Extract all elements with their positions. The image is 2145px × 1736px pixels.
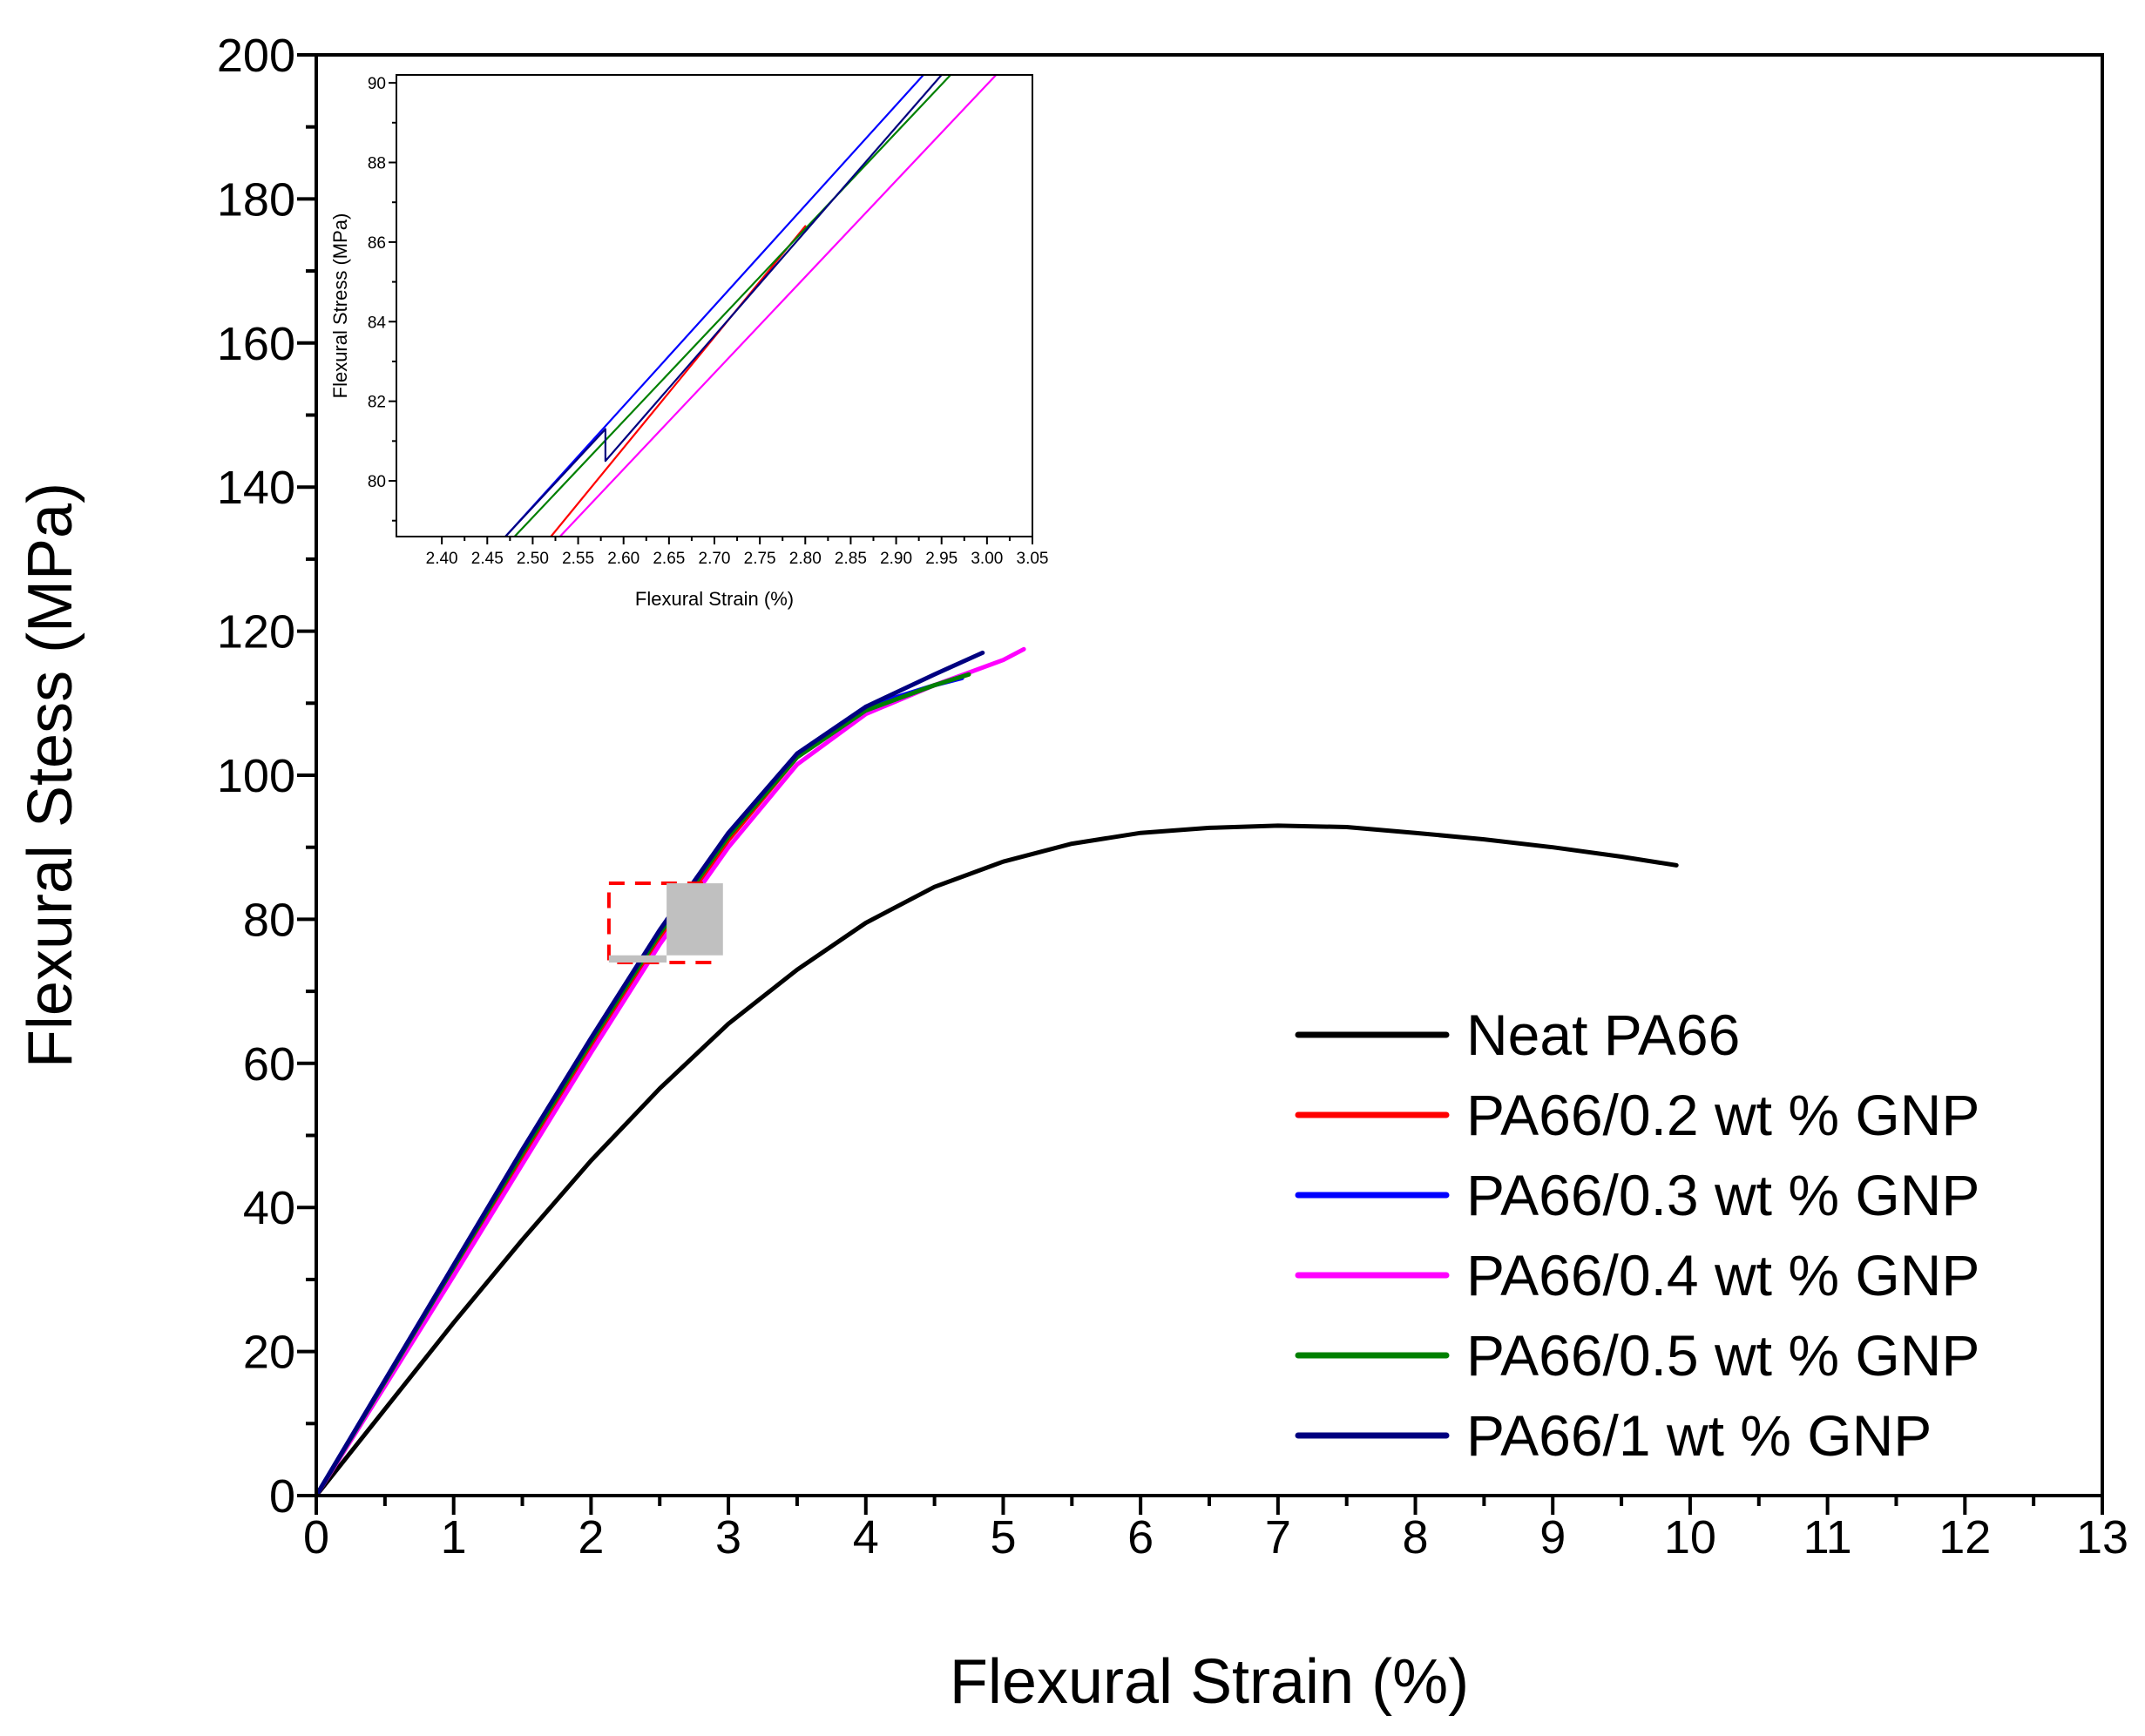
legend-label-pa66-1-wt-gnp: PA66/1 wt % GNP: [1466, 1403, 1932, 1468]
inset-y-tick-label: 84: [368, 314, 387, 332]
main-series-line-neat-pa66: [316, 823, 1679, 1496]
main-x-tick-label: 0: [303, 1511, 329, 1564]
inset-x-tick-label: 3.05: [1017, 550, 1049, 568]
inset-x-tick-label: 2.70: [699, 550, 731, 568]
zoom-region-annotations: [606, 882, 723, 965]
inset-x-tick-label: 2.55: [562, 550, 594, 568]
inset-x-tick-label: 2.80: [789, 550, 822, 568]
main-x-tick-label: 9: [1539, 1511, 1566, 1564]
inset-series-line-pa66-0-5-wt-gnp: [513, 75, 952, 537]
inset-y-tick-label: 80: [368, 473, 386, 491]
main-x-tick-label: 7: [1265, 1511, 1291, 1564]
main-y-tick-label: 160: [217, 318, 295, 370]
main-y-tick-label: 0: [269, 1470, 295, 1523]
main-x-tick-label: 11: [1803, 1511, 1852, 1564]
main-y-axis-ticks: 0 20 40 60 80 100 120 140 160 180 200: [217, 30, 316, 1523]
main-x-tick-label: 1: [441, 1511, 467, 1564]
main-x-tick-label: 8: [1403, 1511, 1429, 1564]
inset-series-line-pa66-1-wt-gnp: [504, 75, 943, 537]
legend: Neat PA66 PA66/0.2 wt % GNP PA66/0.3 wt % …: [1295, 1003, 1979, 1468]
main-series-group: [316, 646, 1679, 1496]
zoom-region-shaded-box: [667, 883, 723, 956]
inset-x-tick-label: 2.40: [426, 550, 458, 568]
main-y-tick-label: 20: [243, 1327, 295, 1379]
main-y-tick-label: 100: [217, 750, 295, 802]
main-x-tick-label: 4: [853, 1511, 879, 1564]
legend-label-pa66-0-4-wt-gnp: PA66/0.4 wt % GNP: [1466, 1243, 1979, 1307]
inset-y-axis-title: Flexural Stress (MPa): [329, 213, 351, 399]
main-x-axis-ticks: 0 1 2 3 4 5 6 7 8 9 10 11 12 13: [303, 1496, 2128, 1564]
main-x-tick-label: 3: [715, 1511, 741, 1564]
main-y-tick-label: 120: [217, 606, 295, 659]
inset-x-axis-title: Flexural Strain (%): [635, 588, 794, 610]
main-x-axis-title: Flexural Strain (%): [950, 1647, 1469, 1717]
inset-x-tick-label: 2.65: [653, 550, 685, 568]
zoom-region-shaded-box: [608, 955, 667, 963]
inset-x-tick-label: 2.75: [744, 550, 776, 568]
main-x-tick-label: 6: [1127, 1511, 1154, 1564]
inset-y-axis-ticks: 80 82 84 86 88 90: [368, 75, 396, 522]
inset-x-tick-label: 2.95: [925, 550, 957, 568]
inset-y-tick-label: 88: [368, 155, 386, 173]
main-y-tick-label: 40: [243, 1182, 295, 1234]
inset-series-group: [504, 75, 998, 537]
inset-series-line-pa66-0-2-wt-gnp: [550, 225, 807, 537]
main-y-tick-label: 80: [243, 894, 295, 946]
inset-y-tick-label: 86: [368, 234, 386, 253]
inset-series-line-pa66-0-3-wt-gnp: [504, 75, 925, 537]
main-y-axis-title: Flexural Stess (MPa): [16, 483, 85, 1068]
main-y-tick-label: 200: [217, 30, 295, 82]
main-y-tick-label: 180: [217, 173, 295, 226]
main-x-tick-label: 10: [1664, 1511, 1716, 1564]
main-series-line-pa66-1-wt-gnp: [316, 650, 985, 1496]
main-x-tick-label: 12: [1939, 1511, 1991, 1564]
inset-x-tick-label: 2.60: [607, 550, 639, 568]
legend-label-neat-pa66: Neat PA66: [1466, 1003, 1740, 1067]
inset-y-tick-label: 90: [368, 75, 386, 93]
main-y-tick-label: 140: [217, 462, 295, 514]
inset-plot: 2.40 2.45 2.50 2.55 2.60 2.65 2.70 2.75 2.80 2.85…: [329, 74, 1049, 610]
inset-x-tick-label: 3.00: [971, 550, 1003, 568]
inset-x-tick-label: 2.45: [471, 550, 504, 568]
legend-label-pa66-0-2-wt-gnp: PA66/0.2 wt % GNP: [1466, 1083, 1979, 1147]
main-x-tick-label: 2: [578, 1511, 604, 1564]
main-x-tick-label: 13: [2076, 1511, 2128, 1564]
legend-label-pa66-0-5-wt-gnp: PA66/0.5 wt % GNP: [1466, 1323, 1979, 1388]
main-x-tick-label: 5: [990, 1511, 1016, 1564]
legend-label-pa66-0-3-wt-gnp: PA66/0.3 wt % GNP: [1466, 1163, 1979, 1227]
main-plot: 0 1 2 3 4 5 6 7 8 9 10 11 12 13 020406080100120140160…: [16, 30, 2128, 1717]
inset-x-tick-label: 2.85: [835, 550, 867, 568]
inset-x-tick-label: 2.50: [517, 550, 549, 568]
inset-x-axis-ticks: 2.40 2.45 2.50 2.55 2.60 2.65 2.70 2.75 2.80 2.85…: [426, 537, 1049, 568]
inset-series-line-pa66-0-4-wt-gnp: [558, 75, 998, 537]
inset-x-tick-label: 2.90: [880, 550, 912, 568]
inset-y-tick-label: 82: [368, 394, 386, 412]
main-y-tick-label: 60: [243, 1038, 295, 1091]
